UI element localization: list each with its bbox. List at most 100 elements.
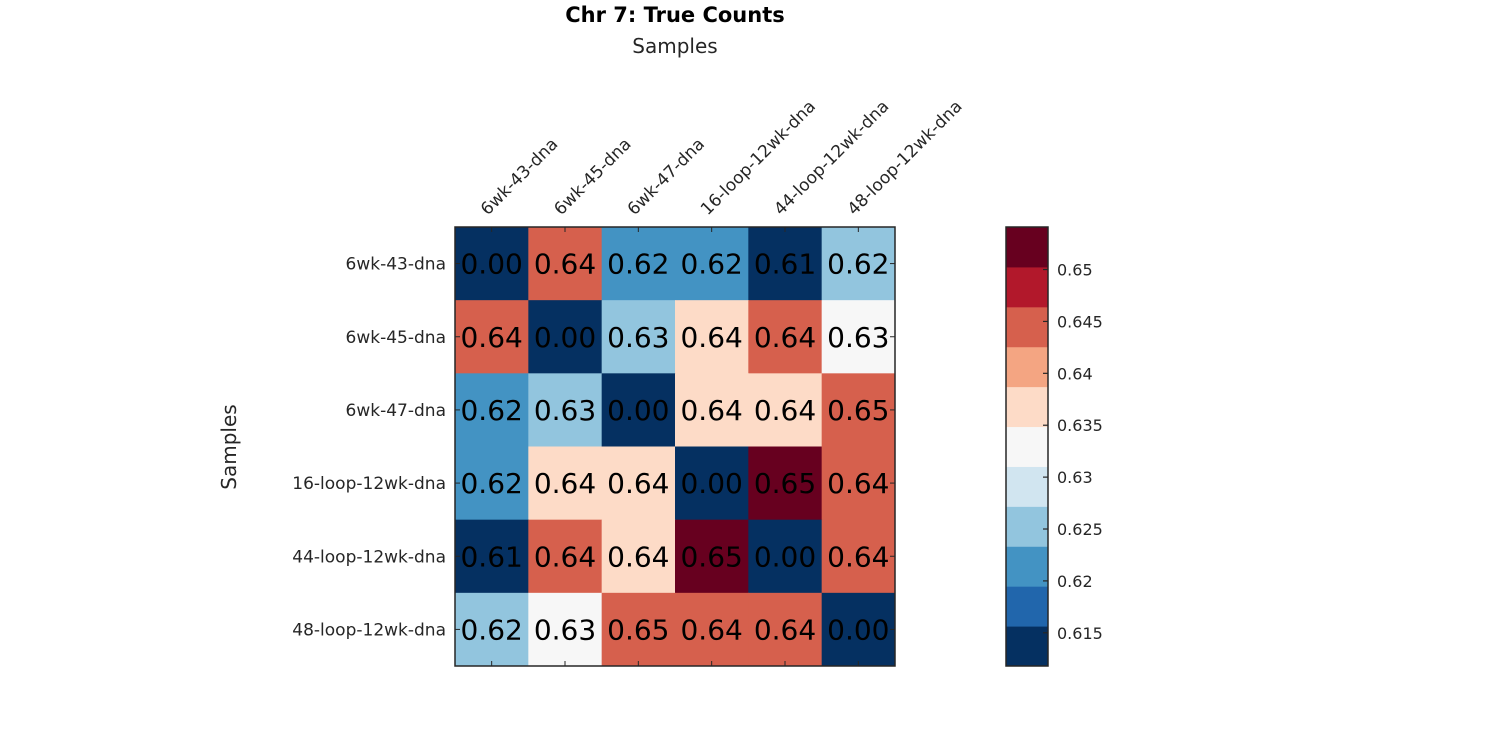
- cell-value-label: 0.64: [827, 540, 889, 573]
- colorbar-band: [1006, 306, 1048, 348]
- cell-value-label: 0.65: [607, 613, 669, 646]
- heatmap-cell: [821, 592, 896, 667]
- heatmap-cell: [455, 300, 529, 374]
- heatmap-cell: [601, 446, 676, 521]
- colorbar-band: [1006, 506, 1048, 547]
- colorbar-band: [1006, 227, 1048, 268]
- cell-value-label: 0.62: [607, 248, 669, 281]
- cell-value-label: 0.00: [827, 613, 889, 646]
- cell-value-label: 0.00: [754, 540, 816, 573]
- heatmap-cell: [528, 373, 603, 447]
- heatmap-cell: [528, 446, 603, 521]
- x-axis-title: Samples: [632, 34, 717, 58]
- cell-value-label: 0.00: [460, 248, 522, 281]
- y-tick-label: 6wk-43-dna: [346, 255, 446, 275]
- cell-value-label: 0.63: [534, 394, 596, 427]
- cell-value-label: 0.62: [460, 467, 522, 500]
- heatmap-cells: [455, 227, 896, 667]
- heatmap-cell: [455, 373, 529, 447]
- colorbar-band: [1006, 546, 1048, 587]
- y-tick-label: 48-loop-12wk-dna: [292, 620, 446, 640]
- y-tick-label: 6wk-47-dna: [346, 401, 446, 421]
- colorbar-tick-label: 0.625: [1057, 520, 1103, 539]
- heatmap-cell: [821, 519, 896, 594]
- colorbar-band: [1006, 386, 1048, 428]
- y-axis-title: Samples: [217, 404, 241, 489]
- cell-value-label: 0.62: [460, 394, 522, 427]
- colorbar-band: [1006, 346, 1048, 388]
- cell-value-label: 0.61: [460, 540, 522, 573]
- y-tick-label: 6wk-45-dna: [346, 328, 446, 348]
- colorbar-tick-label: 0.64: [1057, 364, 1093, 383]
- colorbar-tick-label: 0.62: [1057, 572, 1093, 591]
- y-tick-label: 16-loop-12wk-dna: [292, 474, 446, 494]
- cell-value-label: 0.62: [680, 248, 742, 281]
- cell-value-label: 0.64: [460, 321, 522, 354]
- heatmap-frame: [454, 226, 896, 667]
- cell-value-label: 0.00: [680, 467, 742, 500]
- heatmap-cell: [455, 592, 529, 667]
- chart-title: Chr 7: True Counts: [565, 3, 785, 27]
- colorbar-tick-label: 0.645: [1057, 312, 1103, 331]
- colorbar-tick-label: 0.635: [1057, 416, 1103, 435]
- heatmap-cell: [748, 300, 823, 374]
- colorbar-tick-label: 0.65: [1057, 261, 1093, 280]
- heatmap-cell: [748, 446, 823, 521]
- cell-value-label: 0.63: [534, 613, 596, 646]
- cell-value-label: 0.65: [680, 540, 742, 573]
- cell-value-label: 0.64: [827, 467, 889, 500]
- heatmap-cell: [675, 519, 749, 594]
- cell-value-label: 0.64: [680, 394, 742, 427]
- y-tick-label: 44-loop-12wk-dna: [292, 547, 446, 567]
- heatmap-cell: [601, 519, 676, 594]
- colorbar-band: [1006, 586, 1048, 627]
- y-tick-labels: 6wk-43-dna 6wk-45-dna 6wk-47-dna 16-loop-12…: [292, 255, 895, 640]
- heatmap-cell: [675, 446, 749, 521]
- heatmap-cell: [675, 300, 749, 374]
- heatmap-cell: [748, 227, 823, 301]
- heatmap-cell: [455, 519, 529, 594]
- heatmap-cell: [455, 227, 529, 301]
- cell-value-label: 0.62: [460, 613, 522, 646]
- cell-value-label: 0.63: [607, 321, 669, 354]
- cell-value-label: 0.64: [680, 321, 742, 354]
- cell-value-label: 0.00: [534, 321, 596, 354]
- heatmap-cell: [601, 373, 676, 447]
- colorbar-band: [1006, 466, 1048, 507]
- heatmap-cell: [748, 373, 823, 447]
- heatmap-cell: [601, 592, 676, 667]
- colorbar-band: [1006, 426, 1048, 467]
- colorbar-frame: [1005, 226, 1049, 667]
- heatmap-cell-labels: 0.00 0.64 0.62 0.62 0.61 0.62 0.64 0.00 0.63 0.64…: [460, 248, 889, 647]
- heatmap-cell: [675, 373, 749, 447]
- cell-value-label: 0.64: [607, 540, 669, 573]
- heatmap-cell: [821, 446, 896, 521]
- cell-value-label: 0.00: [607, 394, 669, 427]
- cell-value-label: 0.64: [680, 613, 742, 646]
- heatmap-cell: [601, 227, 676, 301]
- cell-value-label: 0.65: [827, 394, 889, 427]
- x-tick-label: 6wk-47-dna: [624, 134, 709, 219]
- cell-value-label: 0.62: [827, 248, 889, 281]
- heatmap-cell: [675, 227, 749, 301]
- cell-value-label: 0.64: [754, 613, 816, 646]
- heatmap-cell: [821, 373, 896, 447]
- colorbar-tick-label: 0.63: [1057, 468, 1093, 487]
- colorbar-band: [1006, 626, 1048, 667]
- heatmap-cell: [821, 227, 896, 301]
- heatmap-cell: [528, 227, 603, 301]
- x-tick-label: 6wk-45-dna: [550, 134, 635, 219]
- heatmap-cell: [528, 592, 603, 667]
- colorbar-tick-label: 0.615: [1057, 624, 1103, 643]
- heatmap-cell: [601, 300, 676, 374]
- cell-value-label: 0.65: [754, 467, 816, 500]
- colorbar: 0.615 0.62 0.625 0.63 0.635 0.64 0.645 0.65: [1005, 226, 1103, 667]
- heatmap-cell: [748, 519, 823, 594]
- cell-value-label: 0.64: [607, 467, 669, 500]
- cell-value-label: 0.64: [754, 321, 816, 354]
- cell-value-label: 0.64: [534, 248, 596, 281]
- heatmap-cell: [748, 592, 823, 667]
- x-tick-label: 6wk-43-dna: [477, 134, 562, 219]
- colorbar-band: [1006, 266, 1048, 308]
